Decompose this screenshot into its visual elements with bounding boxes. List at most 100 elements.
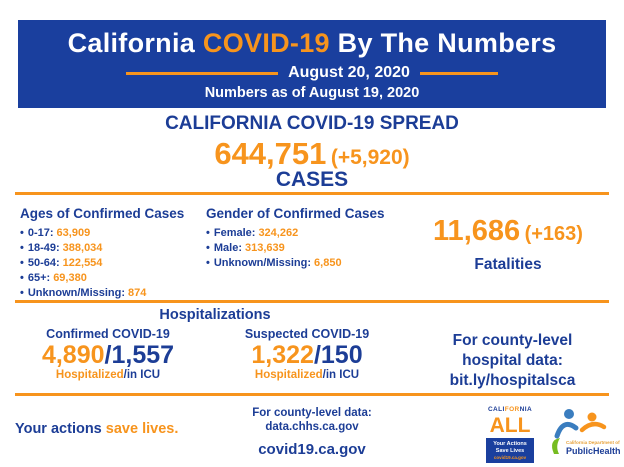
fatalities-number-row: 11,686 (+163) — [402, 215, 614, 248]
age-group-label: 65+: — [27, 272, 51, 284]
section-divider-top — [15, 192, 609, 195]
total-cases-number: 644,751 — [214, 136, 327, 171]
ca-all-box-url: covid19.ca.gov — [493, 454, 527, 460]
ages-section: Ages of Confirmed Cases • 0-17: 63,909 • 18… — [20, 206, 205, 301]
cdph-people-icon: California Department of PublicHealth — [552, 409, 621, 456]
spread-section-title: CALIFORNIA COVID-19 SPREAD — [165, 113, 459, 134]
section-divider-middle — [15, 300, 609, 303]
california-all-wordmark: CALIFORNIA — [486, 406, 534, 414]
slash-separator: / — [313, 341, 321, 369]
bullet-icon: • — [20, 287, 24, 299]
confirmed-covid-title: Confirmed COVID-19 — [46, 327, 170, 341]
age-group-label: 50-64: — [27, 257, 60, 269]
cdph-dept-text: California Department of — [566, 440, 620, 445]
date-divider-left — [126, 71, 279, 75]
county-hospital-data-note: For county-level hospital data: bit.ly/h… — [410, 331, 615, 391]
age-group-row: • 50-64: 122,554 — [20, 256, 205, 271]
hospitalizations-title: Hospitalizations — [159, 307, 271, 323]
title-california: California — [67, 28, 196, 58]
hospitalized-caption-part: Hospitalized — [254, 369, 323, 381]
wordmark-part: FOR — [504, 406, 520, 413]
bullet-icon: • — [206, 227, 210, 239]
tagline-your-actions: Your actions — [15, 421, 102, 437]
slash-separator: / — [104, 341, 112, 369]
age-group-value: 63,909 — [56, 227, 91, 239]
suspected-hospitalized-count: 1,322 — [251, 341, 314, 369]
fatalities-total-number: 11,686 — [433, 215, 521, 247]
age-group-label: 0-17: — [27, 227, 54, 239]
confirmed-hospitalized-count: 4,890 — [41, 341, 105, 369]
title-by-the-numbers: By The Numbers — [337, 28, 557, 58]
section-divider-bottom — [15, 393, 609, 396]
suspected-covid-title: Suspected COVID-19 — [244, 327, 370, 341]
confirmed-icu-count: 1,557 — [111, 341, 175, 369]
ca-all-box-line: Save Lives — [495, 447, 525, 454]
gender-row: • Unknown/Missing: 6,850 — [206, 256, 401, 271]
new-cases-delta: (+5,920) — [330, 146, 410, 169]
gender-value: 313,639 — [244, 242, 285, 254]
bullet-icon: • — [20, 257, 24, 269]
hospitalized-caption-part: Hospitalized — [55, 369, 124, 381]
age-group-value: 122,554 — [62, 257, 103, 269]
gender-label: Female: — [213, 227, 256, 239]
header-title: California COVID-19 By The Numbers — [18, 28, 606, 59]
covid-site-url: covid19.ca.gov — [258, 441, 366, 458]
gender-row: • Female: 324,262 — [206, 226, 401, 241]
gender-value: 324,262 — [258, 227, 299, 239]
ages-title: Ages of Confirmed Cases — [20, 206, 185, 221]
county-hospital-data-url: bit.ly/hospitalsca — [449, 372, 576, 389]
hospitalized-icu-caption: Hospitalized/in ICU — [18, 369, 198, 381]
icu-caption-part: /in ICU — [322, 369, 360, 381]
bullet-icon: • — [20, 227, 24, 239]
report-date-row: August 20, 2020 — [18, 64, 606, 82]
county-data-note-line: For county-level data: — [252, 407, 372, 419]
age-group-row: • 65+: 69,380 — [20, 271, 205, 286]
bullet-icon: • — [206, 257, 210, 269]
fatalities-label: Fatalities — [474, 256, 542, 273]
age-group-value: 874 — [128, 287, 147, 299]
header-banner: California COVID-19 By The Numbers Augus… — [18, 20, 606, 108]
bullet-icon: • — [206, 242, 210, 254]
bullet-icon: • — [20, 272, 24, 284]
age-group-label: 18-49: — [27, 242, 60, 254]
age-group-value: 69,380 — [53, 272, 87, 284]
age-group-label: Unknown/Missing: — [27, 287, 126, 299]
total-cases-row: 644,751 (+5,920) — [0, 136, 624, 172]
suspected-hospitalized-icu-number: 1,322/150 — [222, 341, 392, 369]
county-data-url: data.chhs.ca.gov — [265, 421, 359, 433]
ca-all-logo-box: Your Actions Save Lives covid19.ca.gov — [486, 437, 534, 463]
icu-caption-part: /in ICU — [123, 369, 161, 381]
gender-title: Gender of Confirmed Cases — [206, 206, 385, 221]
suspected-icu-count: 150 — [320, 341, 363, 369]
fatalities-delta: (+163) — [524, 223, 583, 245]
all-wordmark: ALL — [489, 413, 531, 437]
age-group-row: • 18-49: 388,034 — [20, 241, 205, 256]
cdph-name-text: PublicHealth — [566, 446, 620, 456]
gender-value: 6,850 — [314, 257, 342, 269]
county-hospital-note-line: For county-level — [452, 332, 573, 349]
age-group-row: • Unknown/Missing: 874 — [20, 286, 205, 301]
title-covid19: COVID-19 — [202, 28, 330, 58]
gender-label: Unknown/Missing: — [213, 257, 312, 269]
gender-section: Gender of Confirmed Cases • Female: 324,26… — [206, 206, 401, 271]
date-divider-right — [419, 71, 498, 75]
ca-all-box-line: Your Actions — [493, 440, 527, 447]
age-group-row: • 0-17: 63,909 — [20, 226, 205, 241]
county-data-note: For county-level data: data.chhs.ca.gov … — [212, 406, 412, 458]
report-date: August 20, 2020 — [288, 64, 410, 81]
cdph-logo: California Department of PublicHealth — [544, 406, 621, 464]
suspected-covid-column: Suspected COVID-19 1,322/150 Hospitalize… — [222, 327, 392, 381]
gender-row: • Male: 313,639 — [206, 241, 401, 256]
hospitalized-icu-caption: Hospitalized/in ICU — [222, 369, 392, 381]
bullet-icon: • — [20, 242, 24, 254]
data-as-of-date: Numbers as of August 19, 2020 — [204, 85, 420, 101]
tagline: Your actions save lives. — [15, 421, 178, 437]
gender-label: Male: — [213, 242, 242, 254]
age-group-value: 388,034 — [62, 242, 103, 254]
confirmed-hospitalized-icu-number: 4,890/1,557 — [18, 341, 198, 369]
wordmark-part: CALI — [487, 406, 505, 413]
county-hospital-note-line: hospital data: — [462, 352, 563, 369]
california-all-logo: CALIFORNIA ALL Your Actions Save Lives c… — [486, 406, 534, 463]
fatalities-section: 11,686 (+163) Fatalities — [402, 215, 614, 274]
